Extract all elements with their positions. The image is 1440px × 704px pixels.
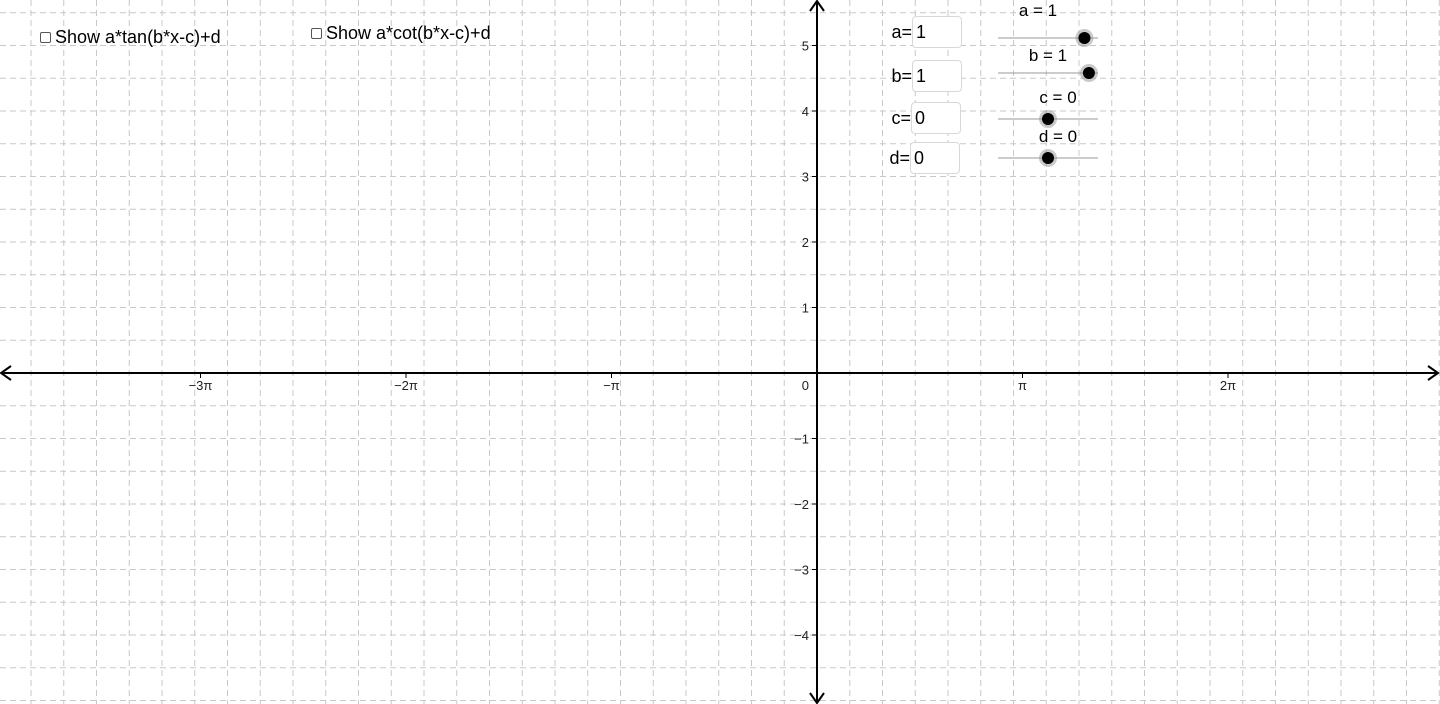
y-tick-label: −2	[794, 497, 809, 512]
y-tick-label: 3	[802, 170, 809, 185]
sliders: a = 1 b = 1 c = 0 d = 0	[998, 1, 1098, 167]
y-tick-label: −4	[794, 628, 809, 643]
x-tick-label: −3π	[189, 378, 213, 393]
show-cot-checkbox[interactable]: Show a*cot(b*x-c)+d	[311, 23, 491, 44]
y-axis-arrow-up-icon	[809, 0, 825, 12]
param-a-label: a=	[891, 21, 912, 42]
y-tick-label: 1	[802, 301, 809, 316]
param-d-row: d=	[878, 142, 960, 174]
x-axis-arrow-right-icon	[1427, 365, 1440, 381]
show-tan-label: Show a*tan(b*x-c)+d	[55, 27, 221, 47]
param-a-row: a=	[878, 16, 962, 48]
slider-caption: a = 1	[1019, 1, 1057, 20]
x-tick-label: −π	[603, 378, 620, 393]
slider-handle[interactable]	[1078, 32, 1091, 44]
origin-label: 0	[802, 378, 809, 393]
slider-caption: b = 1	[1029, 46, 1067, 65]
slider-handle[interactable]	[1042, 152, 1054, 164]
y-tick-label: 5	[802, 39, 809, 54]
slider-c[interactable]: c = 0	[998, 88, 1098, 128]
param-c-input[interactable]	[911, 102, 961, 134]
slider-d[interactable]: d = 0	[998, 127, 1098, 167]
show-cot-label: Show a*cot(b*x-c)+d	[326, 23, 491, 43]
x-tick-label: 2π	[1220, 378, 1236, 393]
param-c-label: c=	[891, 107, 911, 128]
slider-b[interactable]: b = 1	[998, 46, 1098, 82]
param-b-input[interactable]	[912, 60, 962, 92]
param-d-input[interactable]	[910, 142, 960, 174]
param-c-row: c=	[878, 102, 961, 134]
slider-handle[interactable]	[1082, 67, 1095, 79]
slider-a[interactable]: a = 1	[998, 1, 1098, 47]
checkbox-box-icon[interactable]	[311, 28, 322, 39]
y-tick-label: 2	[802, 235, 809, 250]
y-tick-label: −1	[794, 432, 809, 447]
x-axis-arrow-left-icon	[0, 365, 12, 381]
x-tick-label: −2π	[394, 378, 418, 393]
slider-caption: c = 0	[1039, 88, 1076, 107]
y-tick-label: −3	[794, 563, 809, 578]
y-tick-label: 4	[802, 104, 809, 119]
axis-ticks: −3π −2π −π π 2π 0 5 4 3 2 1 −1 −2 −3 −4	[189, 39, 1237, 644]
checkbox-box-icon[interactable]	[40, 32, 51, 43]
param-b-row: b=	[878, 60, 962, 92]
y-axis-arrow-down-icon	[809, 692, 825, 704]
x-tick-label: π	[1018, 378, 1027, 393]
param-d-label: d=	[889, 147, 910, 168]
show-tan-checkbox[interactable]: Show a*tan(b*x-c)+d	[40, 27, 221, 48]
slider-handle[interactable]	[1042, 113, 1054, 125]
param-a-input[interactable]	[912, 16, 962, 48]
param-b-label: b=	[891, 65, 912, 86]
slider-caption: d = 0	[1039, 127, 1077, 146]
